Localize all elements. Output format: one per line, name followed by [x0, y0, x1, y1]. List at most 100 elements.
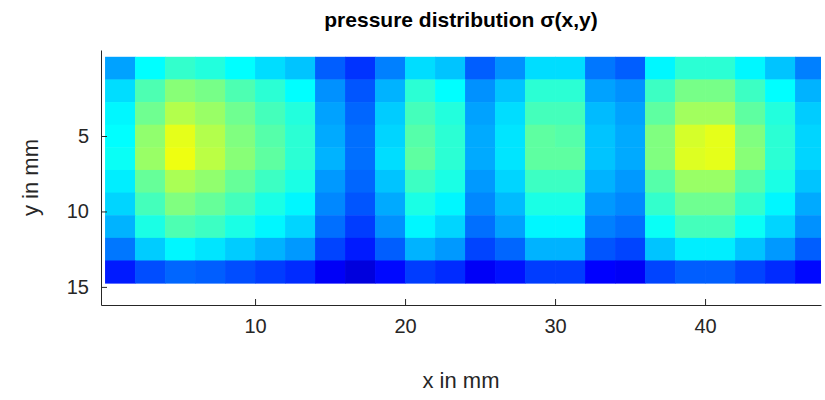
heatmap-cell: [765, 147, 796, 170]
heatmap-cell: [405, 79, 436, 102]
heatmap-cell: [195, 238, 226, 261]
heatmap-cell: [405, 193, 436, 216]
heatmap-cell: [495, 193, 526, 216]
heatmap-cell: [525, 215, 556, 238]
heatmap-cell: [345, 193, 376, 216]
x-tick-label: 40: [694, 315, 716, 337]
heatmap-cell: [405, 215, 436, 238]
heatmap-cell: [585, 215, 616, 238]
heatmap-cell: [735, 102, 766, 125]
heatmap-cell: [285, 125, 316, 148]
heatmap-cell: [525, 193, 556, 216]
heatmap-cell: [735, 147, 766, 170]
x-axis: 10203040: [102, 299, 822, 337]
heatmap-cell: [375, 125, 406, 148]
heatmap-cell: [375, 147, 406, 170]
heatmap-cell: [405, 147, 436, 170]
heatmap-cell: [675, 79, 706, 102]
heatmap-cell: [675, 238, 706, 261]
heatmap-cell: [735, 215, 766, 238]
heatmap-cell: [735, 238, 766, 261]
heatmap-cell: [285, 215, 316, 238]
heatmap-cell: [585, 260, 616, 283]
heatmap-cell: [345, 238, 376, 261]
heatmap-cell: [375, 57, 406, 80]
heatmap-cell: [705, 193, 736, 216]
heatmap-cell: [495, 238, 526, 261]
heatmap-cell: [285, 102, 316, 125]
heatmap-cell: [255, 260, 285, 283]
heatmap-cell: [615, 170, 646, 193]
heatmap-cell: [435, 193, 466, 216]
heatmap-cell: [495, 260, 526, 283]
heatmap-cell: [345, 57, 376, 80]
x-tick-label: 10: [244, 315, 266, 337]
heatmap-cell: [135, 215, 166, 238]
heatmap-cell: [585, 102, 616, 125]
heatmap-cell: [105, 57, 136, 80]
heatmap-cell: [735, 79, 766, 102]
heatmap-cell: [405, 170, 436, 193]
heatmap-cell: [765, 260, 796, 283]
x-tick: 40: [694, 299, 716, 337]
heatmap-cell: [465, 215, 496, 238]
x-tick-mark: [255, 299, 256, 305]
heatmap-cell: [615, 102, 646, 125]
heatmap-cell: [285, 79, 316, 102]
heatmap-cell: [675, 215, 706, 238]
heatmap-cell: [555, 215, 586, 238]
heatmap-cell: [645, 238, 676, 261]
heatmap-cell: [675, 193, 706, 216]
heatmap-cell: [585, 125, 616, 148]
heatmap-cell: [255, 238, 285, 261]
heatmap-cell: [135, 125, 166, 148]
heatmap-cell: [585, 57, 616, 80]
heatmap-cell: [225, 238, 256, 261]
chart: 1020304051015pressure distribution σ(x,y…: [0, 0, 825, 400]
heatmap-cell: [615, 147, 646, 170]
plot: 1020304051015: [67, 51, 825, 338]
heatmap-cell: [465, 79, 496, 102]
y-axis-line: [101, 51, 102, 306]
heatmap-cell: [525, 102, 556, 125]
heatmap-cell: [225, 79, 256, 102]
x-tick-label: 30: [544, 315, 566, 337]
heatmap-cell: [195, 147, 226, 170]
heatmap-cell: [585, 79, 616, 102]
heatmap-cell: [495, 57, 526, 80]
heatmap-cell: [615, 57, 646, 80]
heatmap-cell: [435, 215, 466, 238]
heatmap-cell: [435, 125, 466, 148]
heatmap-cell: [255, 193, 285, 216]
heatmap-cell: [165, 125, 196, 148]
heatmap-cell: [225, 102, 256, 125]
heatmap-cell: [255, 102, 285, 125]
heatmap-cell: [465, 238, 496, 261]
heatmap-cell: [165, 215, 196, 238]
heatmap-cell: [705, 125, 736, 148]
heatmap-cell: [705, 238, 736, 261]
heatmap-cell: [615, 215, 646, 238]
heatmap-cell: [225, 57, 256, 80]
heatmap-cell: [165, 238, 196, 261]
heatmap-cell: [345, 215, 376, 238]
heatmap-cell: [135, 170, 166, 193]
heatmap-cell: [315, 57, 346, 80]
heatmap-cell: [105, 125, 136, 148]
heatmap-cell: [195, 170, 226, 193]
heatmap-cell: [585, 170, 616, 193]
heatmap-cell: [555, 147, 586, 170]
heatmap-cell: [525, 260, 556, 283]
heatmap-cell: [735, 125, 766, 148]
heatmap-cell: [765, 170, 796, 193]
heatmap-cell: [135, 79, 166, 102]
heatmap-cell: [735, 193, 766, 216]
heatmap-cell: [555, 170, 586, 193]
heatmap-cell: [525, 79, 556, 102]
heatmap-cell: [465, 260, 496, 283]
heatmap-cell: [495, 147, 526, 170]
heatmap-cell: [645, 260, 676, 283]
heatmap-cell: [465, 125, 496, 148]
heatmap-cell: [675, 147, 706, 170]
heatmap-cell: [315, 79, 346, 102]
